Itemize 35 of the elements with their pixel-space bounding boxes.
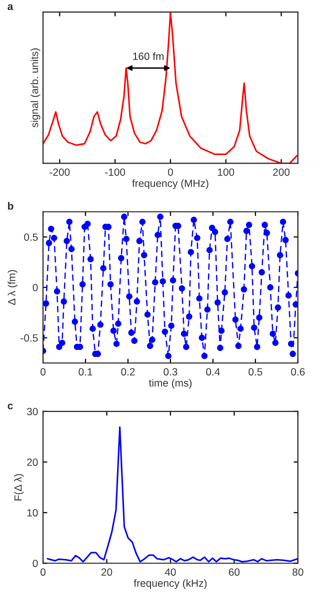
x-tick-label: 0.3 <box>164 368 178 376</box>
x-tick-label: 0 <box>40 568 46 576</box>
x-axis-title: frequency (MHz) <box>132 179 208 190</box>
x-tick-label: 200 <box>273 168 290 176</box>
line-series <box>46 426 298 562</box>
x-tick-label: 0.6 <box>291 368 305 376</box>
y-axis-title: Δ λ (fm) <box>8 270 18 306</box>
y-tick-label: 0 <box>32 284 38 292</box>
y-tick-label: -0.5 <box>20 334 38 342</box>
x-tick-label: 40 <box>164 568 176 576</box>
x-tick-label: -200 <box>50 168 70 176</box>
y-axis-title: F(Δ λ) <box>14 474 24 500</box>
y-tick-label: 0 <box>32 560 38 568</box>
y-axis-title: signal (arb. units) <box>30 48 40 128</box>
x-tick-label: 0.4 <box>206 368 220 376</box>
y-tick-label: 10 <box>27 509 38 517</box>
x-tick-label: 0 <box>168 168 173 176</box>
x-tick-label: 0.5 <box>248 368 262 376</box>
x-tick-label: 0.1 <box>78 368 92 376</box>
x-tick-label: 0.2 <box>121 368 135 376</box>
chart-title: a <box>8 4 14 10</box>
annotation: 160 fm <box>133 52 164 60</box>
x-tick-label: 80 <box>292 568 304 576</box>
x-axis-title: time (ms) <box>148 378 192 389</box>
x-tick-label: -100 <box>105 168 126 176</box>
chart-title: c <box>8 404 13 410</box>
y-tick-label: 20 <box>27 458 38 466</box>
x-tick-label: 20 <box>101 568 112 576</box>
y-tick-label: 30 <box>26 408 38 416</box>
x-tick-label: 60 <box>228 568 240 576</box>
x-axis-title: frequency (kHz) <box>134 579 207 589</box>
chart-title: b <box>8 202 14 210</box>
y-tick-label: 0.5 <box>24 233 38 241</box>
x-tick-label: 100 <box>218 168 234 176</box>
x-tick-label: 0 <box>40 368 46 376</box>
